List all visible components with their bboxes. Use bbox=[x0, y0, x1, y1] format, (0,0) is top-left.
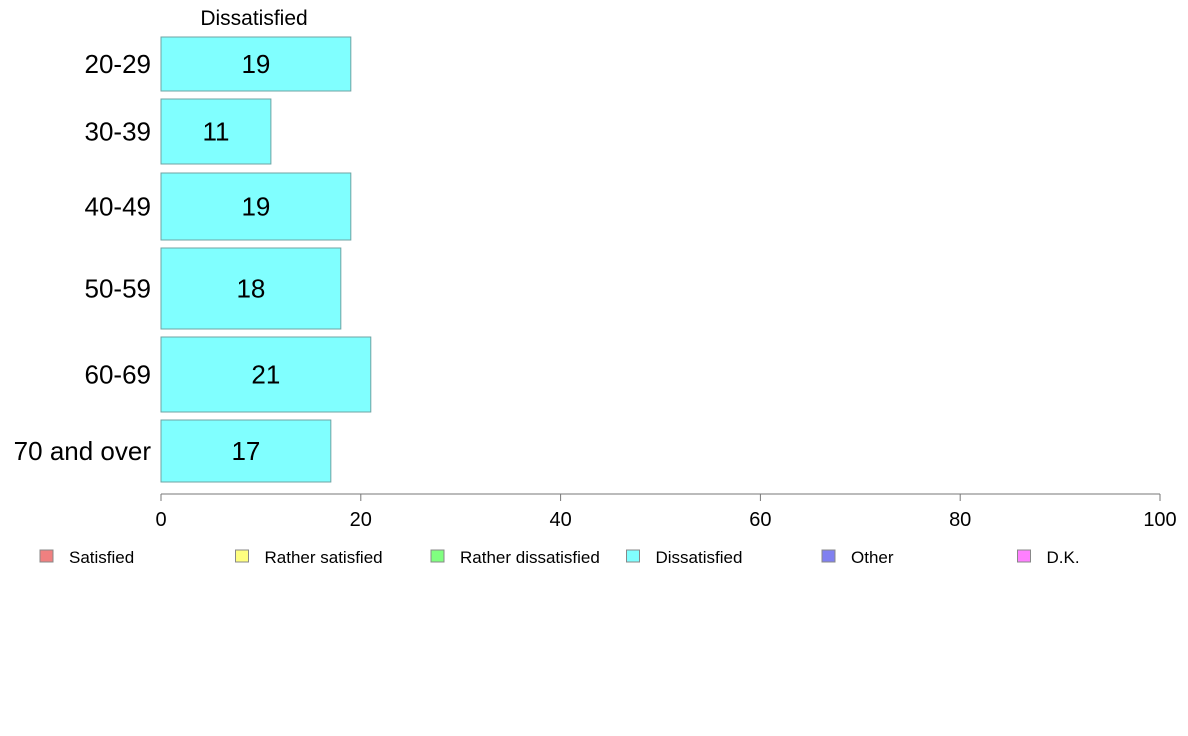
legend-swatch bbox=[626, 549, 640, 563]
bar-70-and-over bbox=[160, 419, 332, 483]
value-label: 11 bbox=[202, 117, 229, 147]
legend-swatch bbox=[39, 549, 54, 563]
bar-40-49 bbox=[160, 172, 352, 241]
category-label: 40-49 bbox=[85, 192, 152, 222]
value-label: 17 bbox=[231, 436, 260, 466]
x-axis: 0 20 40 60 80 100 bbox=[155, 493, 1177, 531]
legend-label: Rather satisfied bbox=[265, 548, 383, 567]
bar-20-29 bbox=[160, 36, 352, 92]
category-label: 60-69 bbox=[85, 360, 152, 390]
category-label: 50-59 bbox=[85, 274, 152, 304]
legend: Satisfied Rather satisfied Rather dissatis… bbox=[39, 548, 1080, 567]
x-tick-label: 20 bbox=[350, 509, 372, 531]
x-tick-label: 100 bbox=[1143, 509, 1176, 531]
category-label: 30-39 bbox=[85, 117, 152, 147]
legend-swatch bbox=[430, 549, 445, 563]
legend-label: Rather dissatisfied bbox=[460, 548, 600, 567]
x-tick-label: 80 bbox=[949, 509, 971, 531]
bar-50-59 bbox=[160, 247, 342, 330]
bar-30-39 bbox=[160, 98, 272, 165]
category-label: 70 and over bbox=[14, 436, 152, 466]
value-label: 18 bbox=[236, 274, 265, 304]
series-title: Dissatisfied bbox=[200, 7, 307, 30]
category-label: 20-29 bbox=[85, 49, 152, 79]
x-tick-label: 0 bbox=[155, 509, 166, 531]
bar-60-69 bbox=[160, 336, 372, 413]
legend-label: D.K. bbox=[1047, 548, 1080, 567]
legend-label: Dissatisfied bbox=[656, 548, 743, 567]
legend-swatch bbox=[235, 549, 249, 563]
legend-label: Other bbox=[851, 548, 894, 567]
bars-group: 20-29 19 30-39 11 40-49 19 50-59 18 60-69 21 70 an… bbox=[14, 36, 372, 483]
value-label: 19 bbox=[241, 192, 270, 222]
value-label: 21 bbox=[251, 360, 280, 390]
legend-label: Satisfied bbox=[69, 548, 134, 567]
x-tick-label: 40 bbox=[549, 509, 571, 531]
legend-swatch bbox=[1017, 549, 1031, 563]
value-label: 19 bbox=[241, 49, 270, 79]
legend-swatch bbox=[821, 549, 836, 563]
x-tick-label: 60 bbox=[749, 509, 771, 531]
